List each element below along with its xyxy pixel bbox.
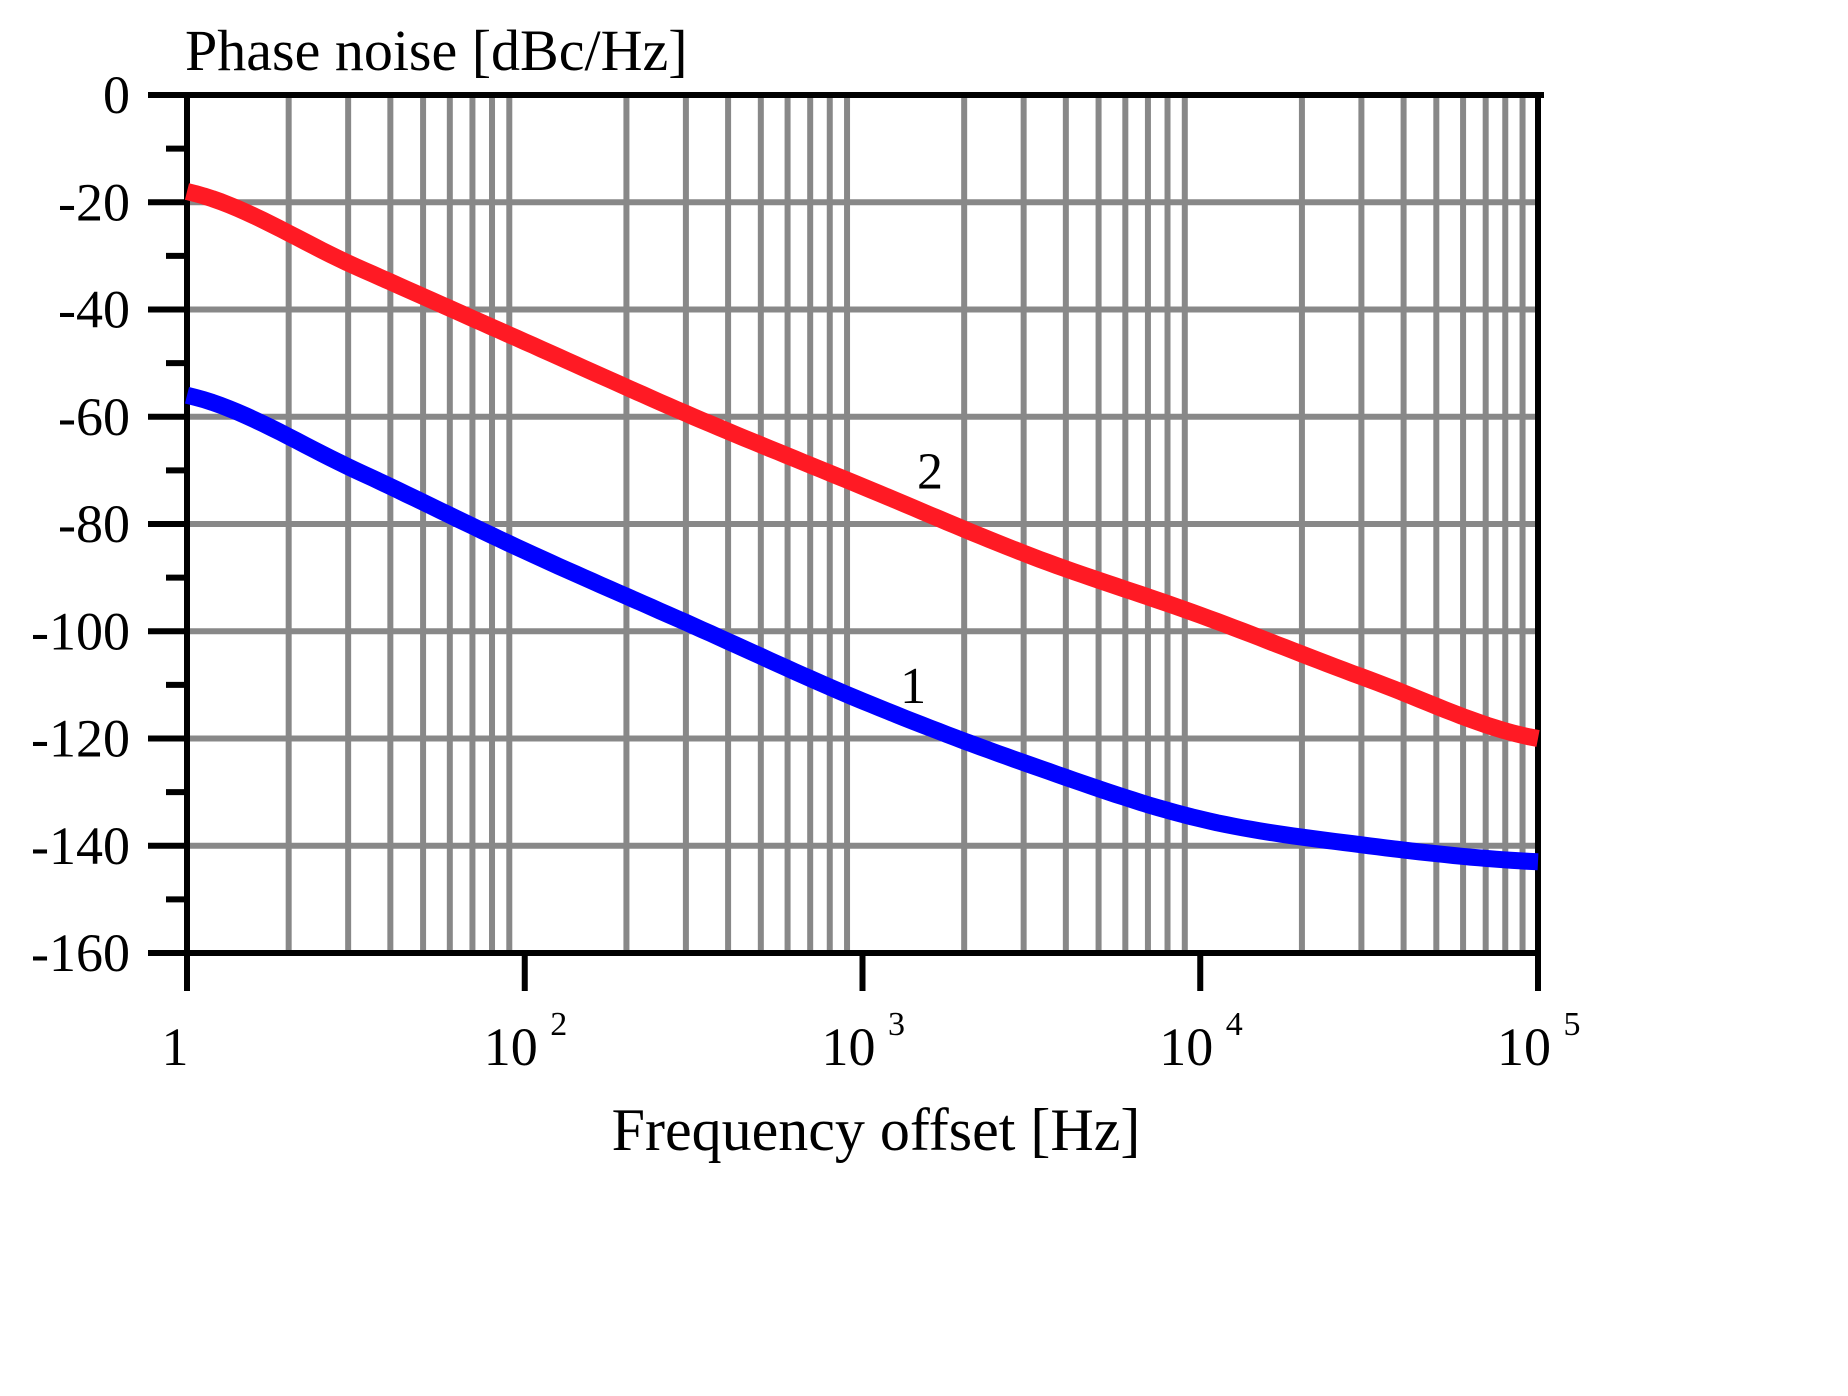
x-tick-label: 10 — [1497, 1017, 1551, 1077]
axes — [148, 92, 1544, 991]
x-tick-exponent: 5 — [1564, 1006, 1581, 1043]
y-tick-label: -40 — [58, 280, 130, 340]
grid-lines — [187, 92, 1538, 956]
x-tick-labels: 1 10 2 10 3 10 4 10 5 — [162, 1006, 1581, 1077]
x-tick-label: 10 — [484, 1017, 538, 1077]
x-tick-label: 10 — [822, 1017, 876, 1077]
x-tick-label: 1 — [162, 1017, 189, 1077]
curve-labels: 21 — [900, 443, 943, 715]
x-axis-label: Frequency offset [Hz] — [612, 1097, 1141, 1163]
curve-label-1: 1 — [900, 658, 926, 715]
y-tick-label: 0 — [103, 65, 130, 125]
x-tick-exponent: 3 — [888, 1006, 905, 1043]
curve-1 — [184, 387, 1539, 871]
y-tick-label: -80 — [58, 494, 130, 554]
y-tick-label: -60 — [58, 387, 130, 447]
y-axis-label: Phase noise [dBc/Hz] — [185, 18, 688, 83]
x-tick-exponent: 4 — [1226, 1006, 1243, 1043]
y-tick-label: -140 — [31, 816, 130, 876]
y-tick-label: -160 — [31, 923, 130, 983]
x-tick-label: 10 — [1159, 1017, 1213, 1077]
y-tick-labels: 0 -20 -40 -60 -80 -100 -120 -140 -160 — [31, 65, 130, 983]
curve-label-2: 2 — [917, 443, 943, 500]
x-tick-exponent: 2 — [550, 1006, 567, 1043]
data-curves — [184, 183, 1540, 871]
y-tick-label: -100 — [31, 601, 130, 661]
curve-2 — [184, 183, 1540, 747]
y-tick-label: -120 — [31, 709, 130, 769]
y-tick-label: -20 — [58, 172, 130, 232]
